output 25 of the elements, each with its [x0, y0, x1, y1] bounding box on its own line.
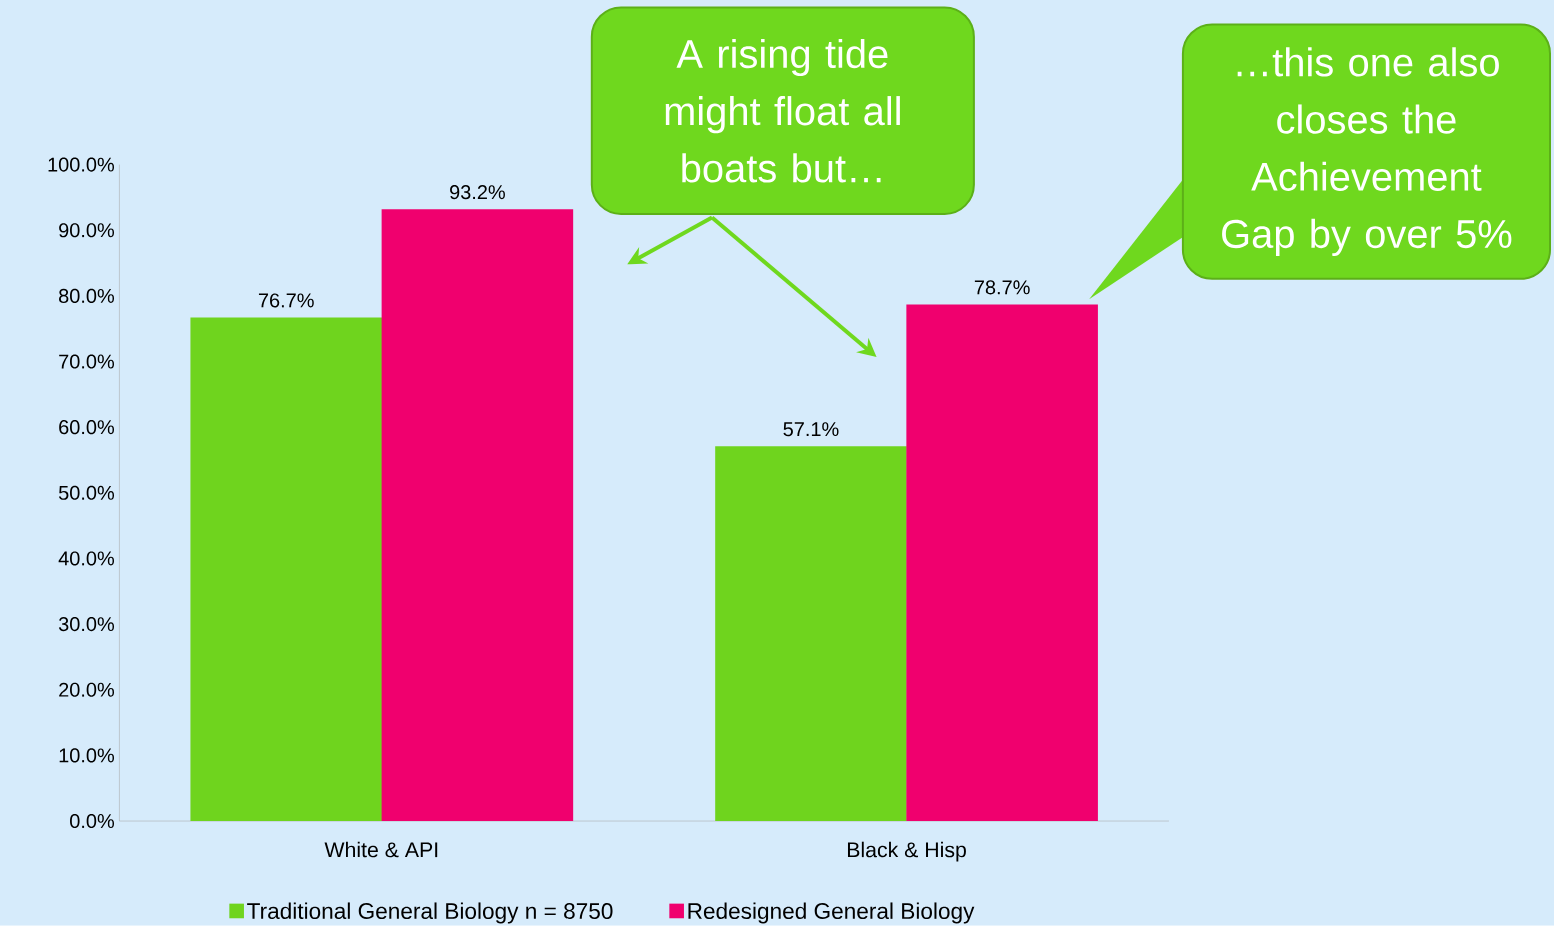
bar [190, 317, 382, 822]
y-tick-label: 40.0% [58, 551, 115, 566]
data-label: 78.7% [974, 280, 1030, 295]
data-label: 76.7% [258, 293, 314, 308]
y-tick-label: 70.0% [59, 354, 115, 369]
text: …this one also closes the Achievement Gap by over 5% [1222, 47, 1512, 257]
y-tick-label: 30.0% [58, 617, 115, 632]
y-tick-label: 50.0% [58, 485, 115, 500]
y-tick-label: 60.0% [59, 420, 115, 435]
y-tick-label: 20.0% [59, 682, 115, 697]
y-tick-label: 100.0% [48, 157, 114, 172]
bar [906, 304, 1098, 822]
data-label: 93.2% [450, 185, 505, 200]
annotation: A rising tide might float all boats but… [665, 38, 900, 183]
bar [381, 209, 574, 822]
y-tick-label: 0.0% [70, 814, 115, 829]
x-tick-label: White & API [324, 841, 438, 858]
bar [715, 446, 907, 822]
y-tick-label: 80.0% [59, 288, 115, 304]
y-tick-label: 90.0% [59, 223, 115, 238]
y-tick-label: 10.0% [59, 748, 115, 763]
legend-label: Redesigned General Biology [688, 902, 975, 924]
x-tick-label: Black & Hisp [847, 841, 966, 862]
legend-label: Traditional General Biology n = 8750 [247, 902, 613, 924]
data-label: 57.1% [783, 422, 839, 437]
